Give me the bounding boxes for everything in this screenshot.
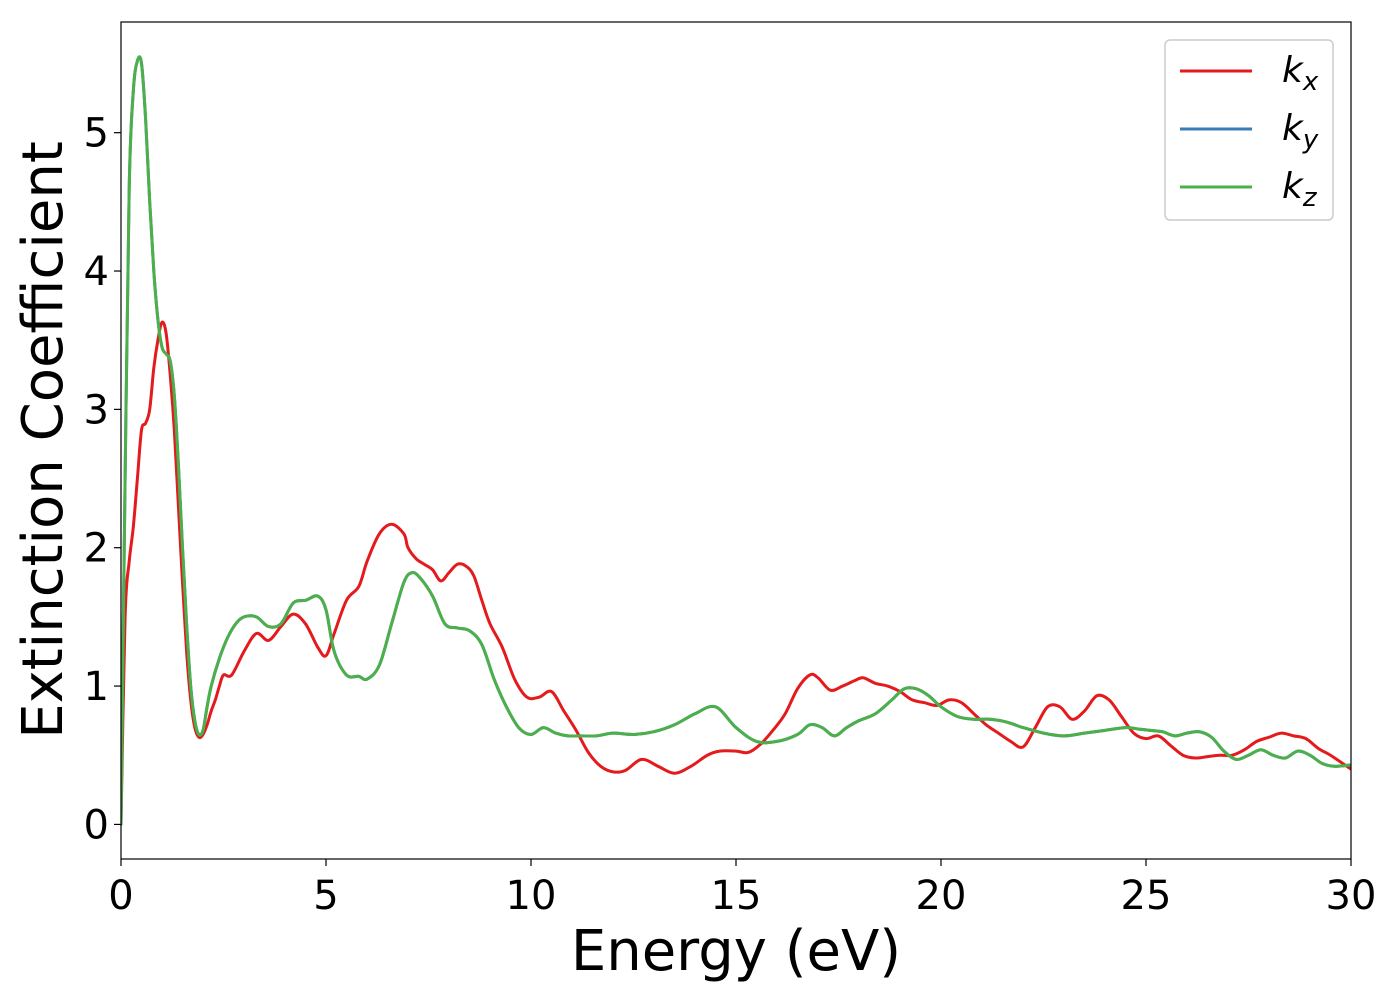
y-tick-label: 4 bbox=[84, 249, 109, 295]
legend-label-main: k bbox=[1282, 166, 1305, 207]
y-axis-title: Extinction Coefficient bbox=[11, 141, 76, 739]
legend-label: kx bbox=[1282, 50, 1319, 97]
y-tick-label: 0 bbox=[84, 802, 109, 848]
x-axis-ticks: 0 5 10 15 20 25 30 bbox=[108, 859, 1376, 919]
x-tick-label: 15 bbox=[711, 873, 762, 919]
x-tick-label: 25 bbox=[1121, 873, 1172, 919]
series-group bbox=[121, 55, 1351, 826]
x-tick-label: 10 bbox=[506, 873, 557, 919]
legend-label: ky bbox=[1282, 108, 1319, 155]
series-line-k-x bbox=[121, 320, 1351, 826]
legend-label-main: k bbox=[1282, 50, 1305, 91]
y-tick-label: 5 bbox=[84, 111, 109, 157]
legend-label-sub: y bbox=[1302, 125, 1319, 155]
legend-label-sub: z bbox=[1302, 183, 1318, 213]
legend-label-main: k bbox=[1282, 108, 1305, 149]
x-tick-label: 20 bbox=[916, 873, 967, 919]
legend-label-sub: x bbox=[1302, 67, 1319, 97]
x-tick-label: 5 bbox=[313, 873, 338, 919]
x-tick-label: 0 bbox=[108, 873, 133, 919]
y-tick-label: 2 bbox=[84, 526, 109, 572]
legend-label: kz bbox=[1282, 166, 1318, 213]
series-line-k-z bbox=[121, 55, 1351, 826]
x-tick-label: 30 bbox=[1326, 873, 1377, 919]
y-tick-label: 3 bbox=[84, 387, 109, 433]
x-axis-title: Energy (eV) bbox=[571, 919, 901, 984]
y-tick-label: 1 bbox=[84, 664, 109, 710]
y-axis-ticks: 0 1 2 3 4 5 bbox=[84, 111, 121, 848]
